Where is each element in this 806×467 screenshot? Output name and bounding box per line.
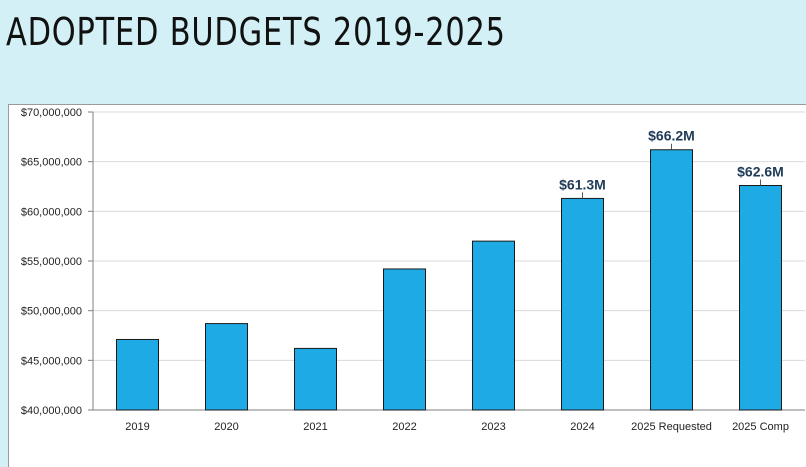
bar-2025-comp — [739, 185, 782, 411]
y-tick-label: $55,000,000 — [21, 256, 82, 268]
data-label: $62.6M — [737, 164, 784, 180]
x-tick-label: 2025 Comp — [732, 421, 789, 433]
x-tick-label: 2024 — [570, 421, 594, 433]
y-tick-label: $50,000,000 — [21, 306, 82, 318]
y-tick-label: $40,000,000 — [21, 405, 82, 417]
bar-2024 — [561, 197, 604, 411]
y-tick-label: $60,000,000 — [21, 206, 82, 218]
x-tick-label: 2019 — [125, 421, 149, 433]
x-tick-label: 2021 — [303, 421, 327, 433]
data-label: $66.2M — [648, 128, 695, 144]
page-title: ADOPTED BUDGETS 2019-2025 — [6, 10, 506, 54]
bar-2023 — [472, 240, 515, 411]
bar-2020 — [205, 323, 248, 411]
bar-2025-requested — [650, 149, 693, 411]
x-tick-label: 2022 — [392, 421, 416, 433]
bar-2019 — [116, 338, 159, 411]
bar-2021 — [294, 347, 337, 411]
y-tick-label: $65,000,000 — [21, 157, 82, 169]
chart-area: $40,000,000 $45,000,000 $50,000,000 $55,000… — [8, 104, 806, 467]
x-tick-label: 2023 — [481, 421, 505, 433]
x-tick-label: 2025 Requested — [631, 421, 712, 433]
y-tick-label: $45,000,000 — [21, 355, 82, 367]
data-label: $61.3M — [559, 176, 606, 192]
bar-2022 — [383, 268, 426, 411]
x-tick-label: 2020 — [214, 421, 238, 433]
budget-bar-chart: $40,000,000 $45,000,000 $50,000,000 $55,000… — [21, 107, 805, 433]
y-tick-label: $70,000,000 — [21, 107, 82, 119]
